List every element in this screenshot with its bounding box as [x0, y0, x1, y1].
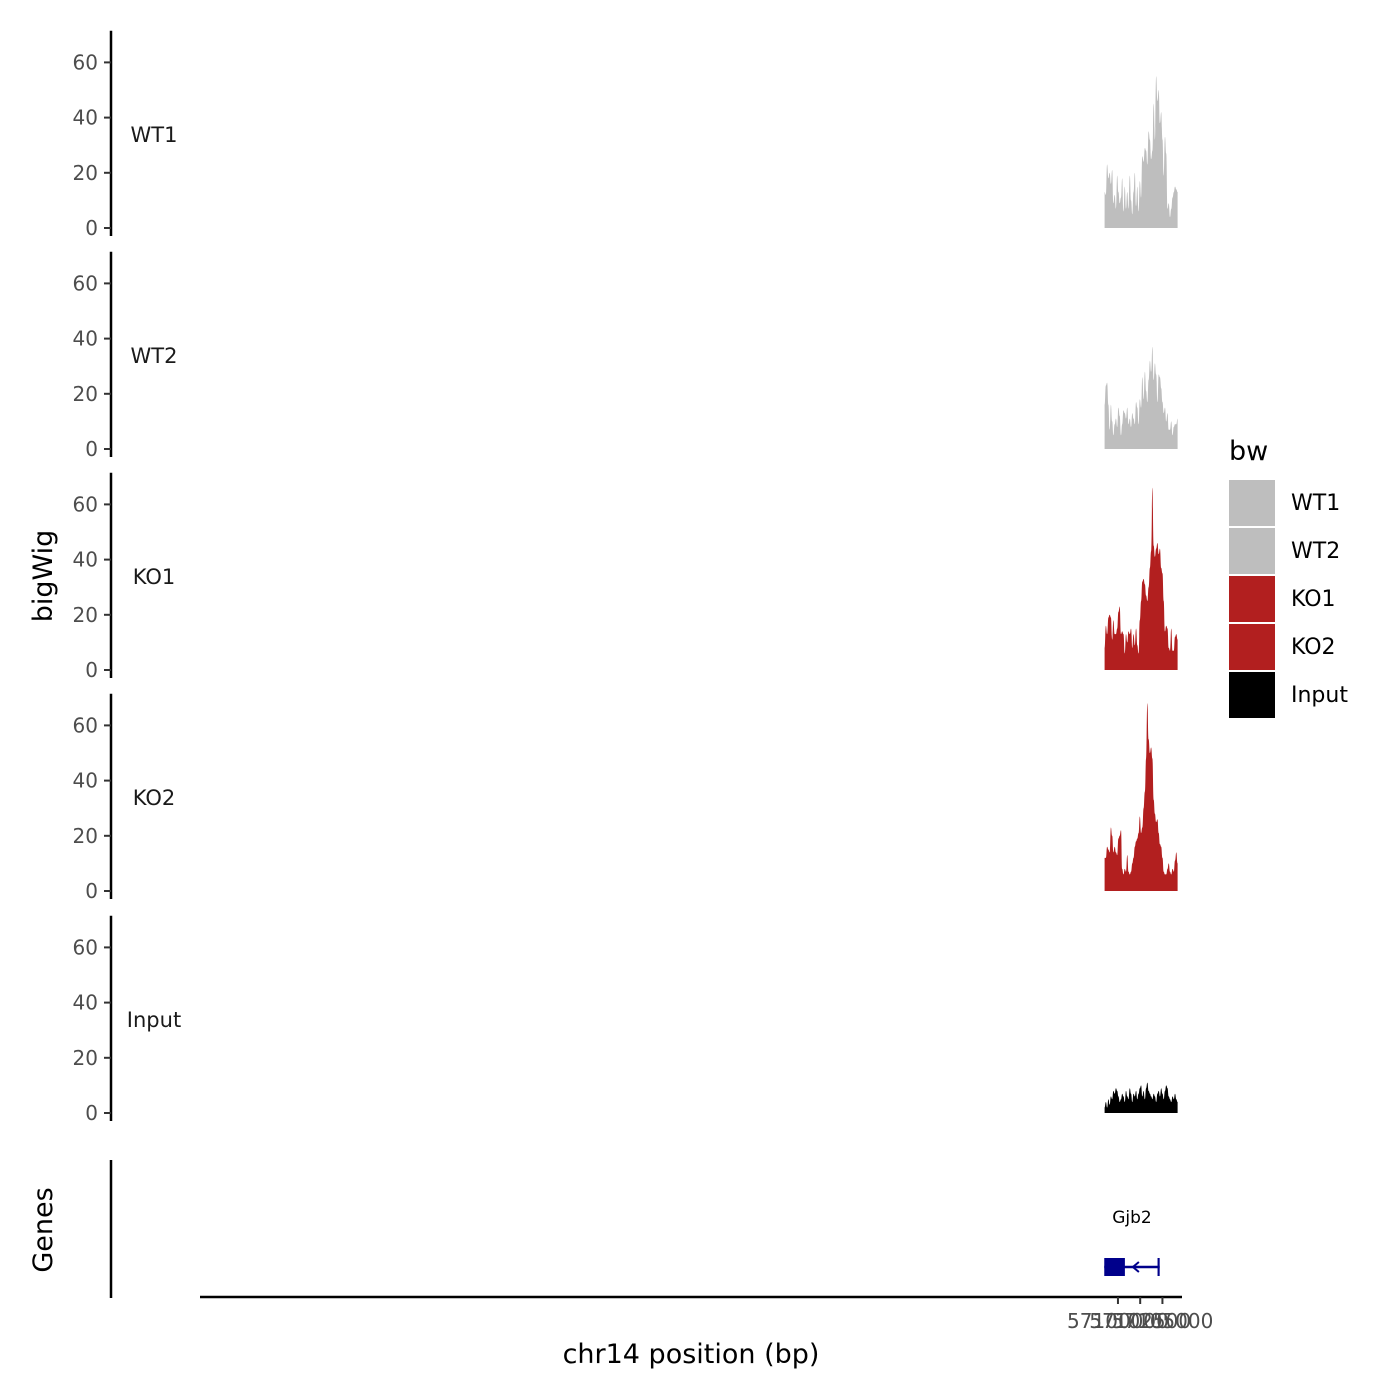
- gene-exon: [1104, 1258, 1125, 1276]
- gene-panel: Gjb2: [109, 1160, 1160, 1298]
- coverage-area-ko1: [1104, 487, 1178, 670]
- legend-label-ko2: KO2: [1291, 635, 1336, 660]
- track-label: KO1: [133, 565, 176, 589]
- legend-key-wt2: [1229, 528, 1275, 574]
- genes-axis-title: Genes: [28, 1187, 59, 1272]
- legend-title: bw: [1229, 436, 1268, 467]
- y-tick-label: 60: [73, 271, 98, 295]
- track-wt2: 0 20 40 60 WT2: [73, 251, 1178, 461]
- x-tick-label: 57102500: [1089, 1309, 1191, 1333]
- y-tick-label: 20: [73, 824, 98, 848]
- y-tick-label: 0: [85, 437, 98, 461]
- y-tick-label: 40: [73, 106, 98, 130]
- y-tick-label: 0: [85, 1101, 98, 1125]
- track-label: WT1: [131, 123, 178, 147]
- gene-label: Gjb2: [1112, 1208, 1152, 1228]
- y-tick-label: 60: [73, 492, 98, 516]
- strand-arrow: [1131, 1261, 1140, 1273]
- coverage-area-ko2: [1104, 703, 1178, 891]
- y-tick-label: 20: [73, 382, 98, 406]
- y-tick-label: 40: [73, 991, 98, 1015]
- track-ko1: 0 20 40 60 KO1: [73, 472, 1178, 682]
- legend: bw WT1 WT2 KO1 KO2 Input: [1229, 436, 1348, 718]
- y-tick-label: 20: [73, 603, 98, 627]
- coverage-area-wt1: [1104, 76, 1178, 228]
- legend-label-input: Input: [1291, 683, 1348, 708]
- x-tick-label: 57105000: [1112, 1309, 1214, 1333]
- track-label: WT2: [131, 344, 178, 368]
- coverage-tracks: 0 20 40 60 WT1 0 20 40 60 WT2 0 20 40 60 KO1 0 20 40 60 KO2…: [73, 30, 1178, 1125]
- coverage-area-input: [1104, 1082, 1178, 1113]
- track-ko2: 0 20 40 60 KO2: [73, 693, 1178, 903]
- track-label: KO2: [133, 786, 176, 810]
- y-tick-label: 0: [85, 658, 98, 682]
- legend-key-input: [1229, 672, 1275, 718]
- y-tick-label: 20: [73, 161, 98, 185]
- x-axis-title: chr14 position (bp): [563, 1339, 820, 1370]
- y-tick-label: 40: [73, 548, 98, 572]
- y-axis-title: bigWig: [28, 530, 59, 623]
- legend-key-ko2: [1229, 624, 1275, 670]
- legend-label-ko1: KO1: [1291, 587, 1336, 612]
- y-tick-label: 60: [73, 713, 98, 737]
- y-tick-label: 20: [73, 1046, 98, 1070]
- coverage-area-wt2: [1104, 346, 1178, 449]
- y-tick-label: 0: [85, 216, 98, 240]
- y-tick-label: 60: [73, 935, 98, 959]
- gene-exon: [1157, 1258, 1160, 1276]
- legend-key-ko1: [1229, 576, 1275, 622]
- y-tick-label: 40: [73, 769, 98, 793]
- y-tick-label: 0: [85, 879, 98, 903]
- track-label: Input: [127, 1008, 181, 1032]
- track-input: 0 20 40 60 Input: [73, 915, 1178, 1125]
- x-tick-label: 57100000: [1067, 1309, 1169, 1333]
- legend-label-wt2: WT2: [1291, 539, 1340, 564]
- legend-key-wt1: [1229, 480, 1275, 526]
- legend-label-wt1: WT1: [1291, 491, 1340, 516]
- y-tick-label: 60: [73, 50, 98, 74]
- track-wt1: 0 20 40 60 WT1: [73, 30, 1178, 240]
- y-tick-label: 40: [73, 327, 98, 351]
- gene-track: [1104, 1258, 1160, 1276]
